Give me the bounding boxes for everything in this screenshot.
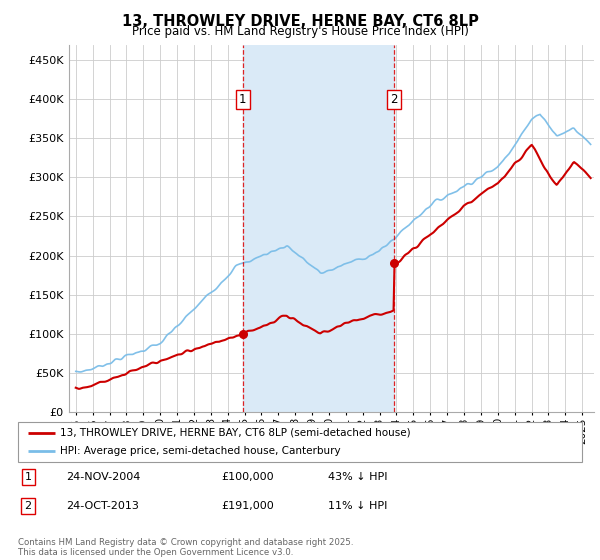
FancyBboxPatch shape: [18, 422, 582, 462]
Text: HPI: Average price, semi-detached house, Canterbury: HPI: Average price, semi-detached house,…: [60, 446, 341, 456]
Text: 11% ↓ HPI: 11% ↓ HPI: [328, 501, 388, 511]
Text: Price paid vs. HM Land Registry's House Price Index (HPI): Price paid vs. HM Land Registry's House …: [131, 25, 469, 38]
Text: 13, THROWLEY DRIVE, HERNE BAY, CT6 8LP (semi-detached house): 13, THROWLEY DRIVE, HERNE BAY, CT6 8LP (…: [60, 428, 411, 437]
Text: 24-OCT-2013: 24-OCT-2013: [66, 501, 139, 511]
Text: 24-NOV-2004: 24-NOV-2004: [66, 472, 140, 482]
Text: Contains HM Land Registry data © Crown copyright and database right 2025.
This d: Contains HM Land Registry data © Crown c…: [18, 538, 353, 557]
Text: 43% ↓ HPI: 43% ↓ HPI: [328, 472, 388, 482]
Text: 1: 1: [25, 472, 32, 482]
Text: £100,000: £100,000: [221, 472, 274, 482]
Text: 2: 2: [25, 501, 32, 511]
Text: 2: 2: [390, 93, 397, 106]
Text: £191,000: £191,000: [221, 501, 274, 511]
Text: 1: 1: [239, 93, 247, 106]
Bar: [243, 45, 394, 412]
Text: 13, THROWLEY DRIVE, HERNE BAY, CT6 8LP: 13, THROWLEY DRIVE, HERNE BAY, CT6 8LP: [122, 14, 478, 29]
